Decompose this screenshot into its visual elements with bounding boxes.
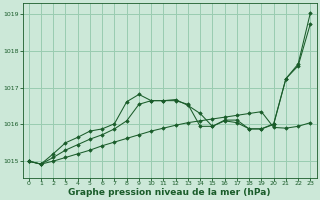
X-axis label: Graphe pression niveau de la mer (hPa): Graphe pression niveau de la mer (hPa) — [68, 188, 271, 197]
